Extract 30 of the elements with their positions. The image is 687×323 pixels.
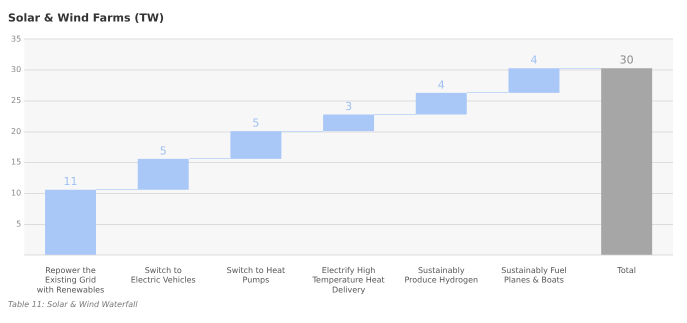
caption: Table 11: Solar & Wind Waterfall bbox=[8, 300, 139, 309]
y-tick-label: 25 bbox=[10, 96, 22, 105]
data-label: 3 bbox=[345, 100, 352, 113]
y-tick-label: 35 bbox=[10, 34, 22, 44]
bar bbox=[601, 68, 652, 255]
bar bbox=[138, 158, 189, 190]
data-label: 5 bbox=[160, 144, 167, 158]
bar bbox=[323, 114, 374, 132]
x-tick-label: Electrify High Temperature Heat Delivery bbox=[311, 266, 385, 294]
data-label: 4 bbox=[530, 54, 538, 67]
data-label: 30 bbox=[620, 54, 634, 67]
y-tick-label: 20 bbox=[10, 126, 22, 136]
x-tick-label: Repower the Existing Grid with Renewables bbox=[36, 266, 104, 294]
bar bbox=[416, 92, 467, 114]
chart-title: Solar & Wind Farms (TW) bbox=[8, 11, 164, 24]
y-tick-label: 5 bbox=[16, 219, 22, 228]
data-label: 4 bbox=[438, 78, 445, 92]
bar bbox=[230, 131, 282, 159]
x-tick-label: Sustainably Fuel Planes & Boats bbox=[501, 266, 567, 285]
data-label: 5 bbox=[252, 116, 260, 130]
x-tick-label: Total bbox=[616, 266, 636, 276]
y-tick-label: 15 bbox=[10, 158, 22, 167]
y-tick-label: 30 bbox=[10, 65, 22, 74]
x-tick-label: Switch to Heat Pumps bbox=[226, 266, 286, 285]
x-tick-label: Sustainably Produce Hydrogen bbox=[404, 266, 478, 285]
data-label: 11 bbox=[64, 175, 78, 188]
bar bbox=[508, 68, 560, 93]
x-tick-label: Switch to Electric Vehicles bbox=[130, 266, 196, 285]
y-tick-label: 10 bbox=[10, 188, 22, 198]
bar bbox=[45, 190, 96, 255]
